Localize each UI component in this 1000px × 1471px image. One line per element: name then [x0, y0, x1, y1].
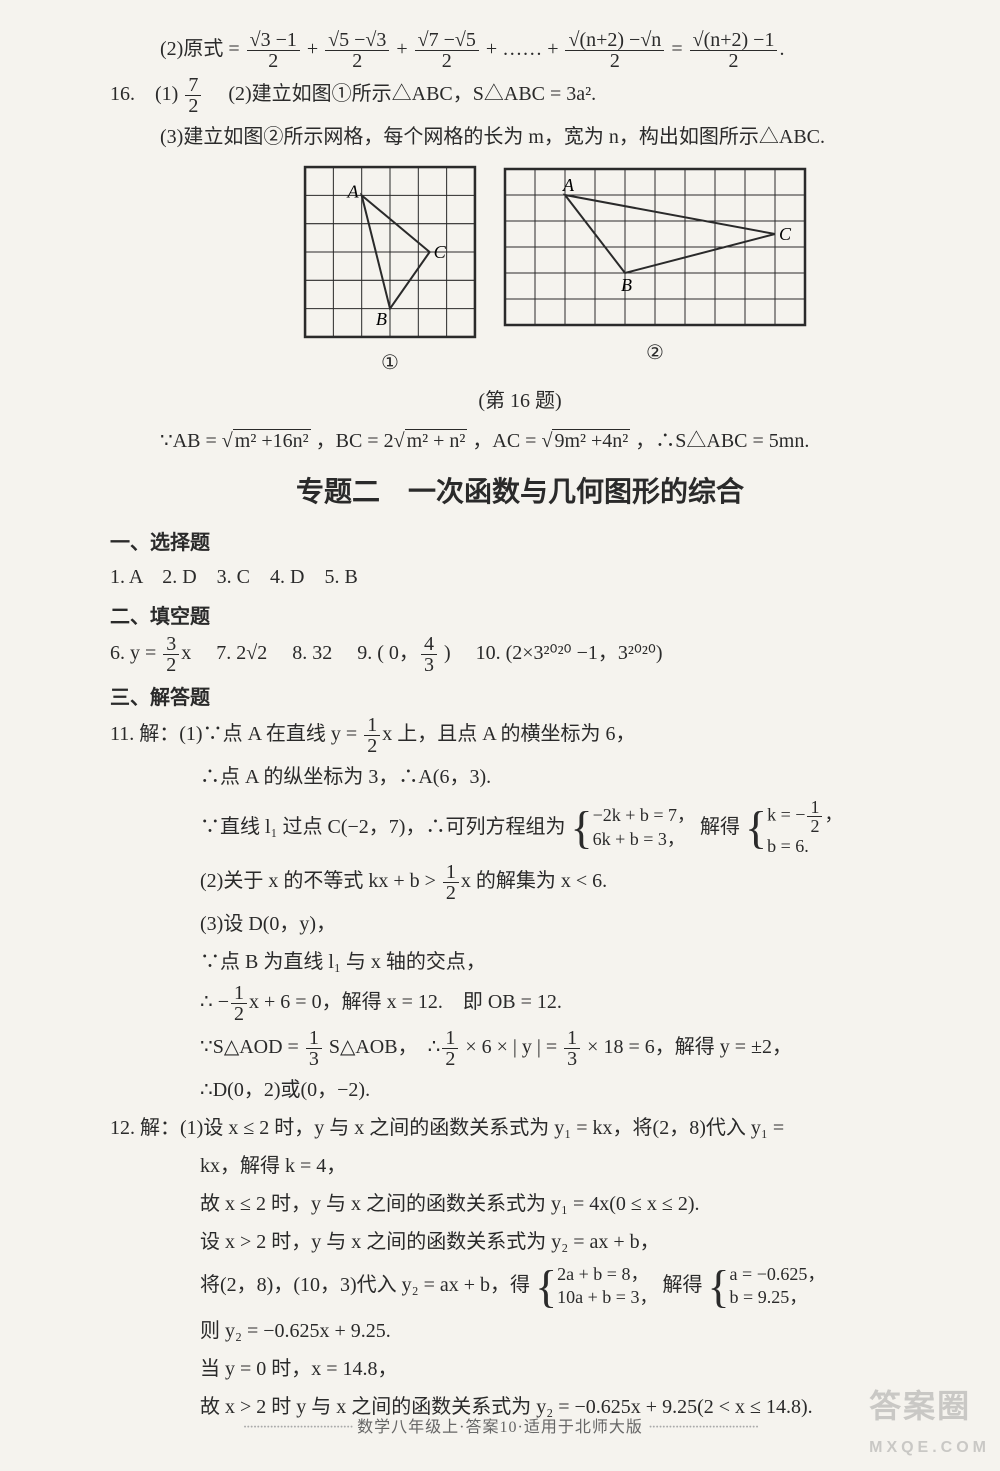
choice-answers: 1. A 2. D 3. C 4. D 5. B — [110, 560, 930, 594]
half-frac-4: 12 — [442, 1028, 458, 1069]
frac-result: √(n+2) −12 — [690, 30, 778, 71]
q11-p3-l4c: × 6 × | y | = — [460, 1036, 562, 1058]
q11-l2: ∴点 A 的纵坐标为 3，∴A(6，3). — [110, 760, 930, 794]
ac-val: 9m² +4n² — [552, 429, 630, 452]
q16-p1-frac: 72 — [185, 75, 201, 116]
q11-p3-l1: (3)设 D(0，y)， — [110, 907, 930, 941]
q8: 8. 32 — [292, 642, 332, 664]
q11-l3: ∵直线 l₁ 过点 C(−2，7)，∴可列方程组为 {−2k + b = 7，6… — [110, 798, 930, 858]
figure-1: A B C ① — [300, 162, 480, 380]
q7: 7. 2√2 — [216, 642, 267, 664]
q12-l2: 故 x ≤ 2 时，y 与 x 之间的函数关系式为 y₁ = 4x(0 ≤ x … — [110, 1187, 930, 1221]
q15-part2: (2)原式 = √3 −12 + √5 −√32 + √7 −√52 + …… … — [110, 30, 930, 71]
third-frac-2: 13 — [564, 1028, 580, 1069]
section-fill: 二、填空题 — [110, 600, 930, 634]
q16-p1-label: (1) — [155, 83, 178, 105]
q12-l4a: 将(2，8)，(10，3)代入 y₂ = ax + b，得 — [200, 1274, 530, 1296]
third-frac-1: 13 — [306, 1028, 322, 1069]
figure-2: A B C ② — [500, 162, 810, 380]
q11-p3-l3a: ∴ − — [200, 991, 229, 1013]
system-1: {−2k + b = 7，6k + b = 3， — [570, 804, 695, 851]
ac-prefix: ，AC = — [472, 430, 541, 452]
svg-text:B: B — [376, 309, 387, 329]
half-frac-3: 12 — [231, 983, 247, 1024]
ellipsis: …… — [502, 38, 542, 60]
q9-frac: 43 — [421, 634, 437, 675]
watermark: 答案圈 MXQE.COM — [869, 1379, 990, 1461]
ab-val: m² +16n² — [233, 429, 311, 452]
grid-triangle-2: A B C — [500, 162, 810, 332]
section-solve: 三、解答题 — [110, 681, 930, 715]
q12-l1b: kx，解得 k = 4， — [110, 1149, 930, 1183]
fill-answers: 6. y = 32x 7. 2√2 8. 32 9. ( 0，43 ) 10. … — [110, 634, 930, 675]
grid-triangle-1: A B C — [300, 162, 480, 342]
fig-caption: (第 16 题) — [110, 384, 930, 418]
q11-p3-l3: ∴ −12x + 6 = 0，解得 x = 12. 即 OB = 12. — [110, 983, 930, 1024]
section-choice: 一、选择题 — [110, 526, 930, 560]
q16-part3: (3)建立如图②所示网格，每个网格的长为 m，宽为 n，构出如图所示△ABC. — [110, 120, 930, 154]
topic-title: 专题二 一次函数与几何图形的综合 — [110, 468, 930, 516]
q11-p2b: x 的解集为 x < 6. — [461, 870, 607, 892]
bc-val: m² + n² — [405, 429, 468, 452]
q11-l1a: x 上，且点 A 的横坐标为 6， — [382, 723, 635, 745]
system-2: { k = −12， b = 6. — [745, 798, 842, 858]
svg-text:A: A — [347, 181, 360, 201]
q11-p3-l3b: x + 6 = 0，解得 x = 12. 即 OB = 12. — [249, 991, 562, 1013]
fig2-label: ② — [500, 336, 810, 370]
q16-conclusion: ∵AB = √m² +16n² ，BC = 2√m² + n² ，AC = √9… — [110, 424, 930, 458]
q9-prefix: 9. ( 0， — [357, 642, 419, 664]
q11-p3-l4a: ∵S△AOD = — [200, 1036, 304, 1058]
q9-suffix: ) — [439, 642, 451, 664]
svg-text:C: C — [779, 224, 792, 244]
page-footer: 数学八年级上·答案10·适用于北师大版 — [0, 1414, 1000, 1441]
q12-l5: 则 y₂ = −0.625x + 9.25. — [110, 1314, 930, 1348]
q11-p2: (2)关于 x 的不等式 kx + b > 12x 的解集为 x < 6. — [110, 862, 930, 903]
q16-p2: (2)建立如图①所示△ABC，S△ABC = 3a². — [228, 83, 596, 105]
q11-p3-l4b: S△AOB， ∴ — [324, 1036, 440, 1058]
svg-text:B: B — [621, 275, 632, 295]
q11-p3-l2: ∵点 B 为直线 l₁ 与 x 轴的交点， — [110, 945, 930, 979]
q11-p3-l4: ∵S△AOD = 13 S△AOB， ∴12 × 6 × | y | = 13 … — [110, 1028, 930, 1069]
system-3: {2a + b = 8，10a + b = 3， — [535, 1263, 657, 1310]
q6-suffix: x — [181, 642, 191, 664]
svg-text:C: C — [434, 242, 447, 262]
bc-prefix: ，BC = 2 — [316, 430, 394, 452]
q11-l3b: 解得 — [700, 815, 740, 837]
q6-prefix: 6. y = — [110, 642, 161, 664]
system-4: {a = −0.625，b = 9.25， — [707, 1263, 825, 1310]
frac-t1: √3 −12 — [247, 30, 300, 71]
half-frac-1: 12 — [364, 715, 380, 756]
q6-frac: 32 — [163, 634, 179, 675]
q12-l3: 设 x > 2 时，y 与 x 之间的函数关系式为 y₂ = ax + b， — [110, 1225, 930, 1259]
q11-p3-l5: ∴D(0，2)或(0，−2). — [110, 1073, 930, 1107]
q11-header: 11. 解：(1)∵点 A 在直线 y = — [110, 723, 362, 745]
q15-prefix: (2)原式 = — [160, 38, 245, 60]
q11-p2a: (2)关于 x 的不等式 kx + b > — [200, 870, 441, 892]
q12-l4b: 解得 — [662, 1274, 702, 1296]
q12-l4: 将(2，8)，(10，3)代入 y₂ = ax + b，得 {2a + b = … — [110, 1263, 930, 1310]
q12-l6: 当 y = 0 时，x = 14.8， — [110, 1352, 930, 1386]
s-result: ，∴S△ABC = 5mn. — [635, 430, 809, 452]
frac-tn: √(n+2) −√n2 — [565, 30, 664, 71]
q11-l3a: ∵直线 l₁ 过点 C(−2，7)，∴可列方程组为 — [200, 815, 565, 837]
frac-t2: √5 −√32 — [325, 30, 389, 71]
svg-text:A: A — [562, 175, 575, 195]
half-frac-2: 12 — [443, 862, 459, 903]
figures-row: A B C ① A B C ② — [180, 162, 930, 380]
q16-part1-2: 16. (1) 72 (2)建立如图①所示△ABC，S△ABC = 3a². — [110, 75, 930, 116]
q11-p3-l4d: × 18 = 6，解得 y = ±2， — [582, 1036, 792, 1058]
fig1-label: ① — [300, 346, 480, 380]
q11-l1: 11. 解：(1)∵点 A 在直线 y = 12x 上，且点 A 的横坐标为 6… — [110, 715, 930, 756]
q10: 10. (2×3²⁰²⁰ −1，3²⁰²⁰) — [476, 642, 663, 664]
q12-l1: 12. 解：(1)设 x ≤ 2 时，y 与 x 之间的函数关系式为 y₁ = … — [110, 1111, 930, 1145]
concl-prefix: ∵AB = — [160, 430, 222, 452]
frac-t3: √7 −√52 — [415, 30, 479, 71]
